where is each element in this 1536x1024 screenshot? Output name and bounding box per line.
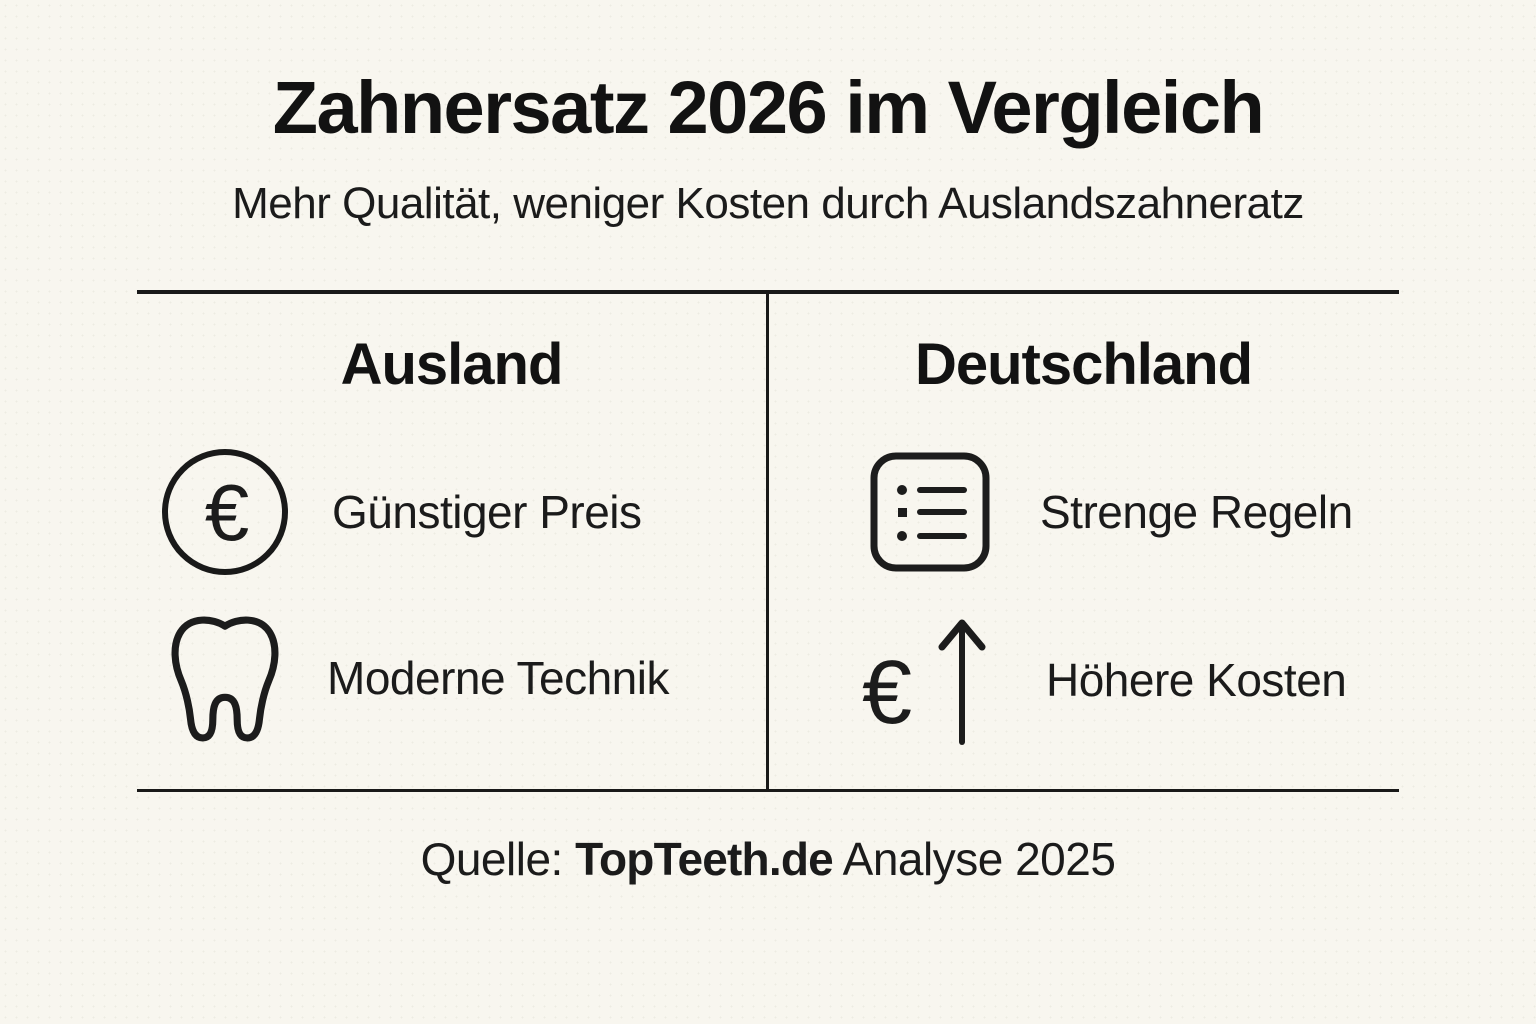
svg-text:€: € — [862, 643, 912, 743]
checklist-icon — [870, 452, 990, 572]
item-label: Moderne Technik — [327, 652, 669, 704]
list-item: Strenge Regeln — [868, 450, 1353, 574]
source-brand: TopTeeth.de — [575, 833, 834, 885]
column-divider-rule — [766, 290, 769, 792]
euro-up-arrow-icon: € — [862, 619, 986, 745]
column-heading-deutschland: Deutschland — [914, 332, 1253, 397]
item-label: Strenge Regeln — [1040, 486, 1353, 538]
page-title: Zahnersatz 2026 im Vergleich — [272, 66, 1265, 149]
list-item: € Höhere Kosten — [860, 613, 1347, 747]
item-label: Höhere Kosten — [1046, 654, 1347, 706]
source-suffix: Analyse 2025 — [842, 833, 1116, 885]
svg-text:€: € — [205, 468, 250, 557]
source-prefix: Quelle: — [420, 833, 564, 885]
list-item: € Günstiger Preis — [160, 447, 642, 577]
column-heading-ausland: Ausland — [340, 332, 564, 397]
tooth-icon — [171, 616, 279, 742]
source-line: Quelle: TopTeeth.de Analyse 2025 — [0, 836, 1536, 882]
euro-circle-icon: € — [162, 449, 288, 575]
item-label: Günstiger Preis — [332, 486, 642, 538]
table-bottom-rule — [137, 789, 1399, 792]
page-subtitle: Mehr Qualität, weniger Kosten durch Ausl… — [232, 179, 1304, 228]
list-item: Moderne Technik — [163, 612, 669, 744]
